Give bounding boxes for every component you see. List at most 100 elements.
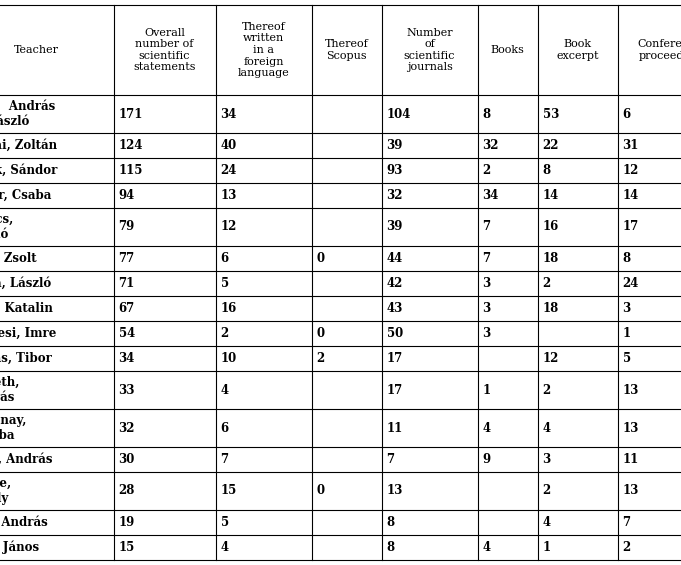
Text: 3: 3	[483, 327, 491, 340]
Text: 3: 3	[483, 277, 491, 290]
Text: 3: 3	[483, 302, 491, 315]
Text: Tóth, András: Tóth, András	[0, 516, 47, 529]
Text: 1: 1	[483, 384, 490, 397]
Text: 15: 15	[118, 541, 135, 554]
Text: 34: 34	[221, 107, 237, 120]
Text: 3: 3	[622, 302, 631, 315]
Text: 93: 93	[387, 164, 403, 177]
Text: 8: 8	[387, 516, 394, 529]
Text: 4: 4	[543, 421, 551, 434]
Text: Conference
proceeding: Conference proceeding	[637, 39, 681, 61]
Text: 9: 9	[483, 453, 490, 466]
Text: 6: 6	[622, 107, 631, 120]
Text: 7: 7	[387, 453, 394, 466]
Text: 3: 3	[543, 453, 551, 466]
Text: 54: 54	[118, 327, 135, 340]
Text: 22: 22	[543, 139, 559, 152]
Text: Munk, Sándor: Munk, Sándor	[0, 164, 57, 177]
Text: 39: 39	[387, 220, 403, 233]
Text: 12: 12	[221, 220, 237, 233]
Text: 13: 13	[221, 189, 237, 202]
Text: 17: 17	[387, 384, 402, 397]
Text: Krasznay,
Csaba: Krasznay, Csaba	[0, 414, 27, 442]
Text: 2: 2	[622, 541, 631, 554]
Text: 31: 31	[622, 139, 639, 152]
Text: 71: 71	[118, 277, 135, 290]
Text: 2: 2	[317, 352, 325, 365]
Text: 6: 6	[221, 252, 229, 265]
Text: Parti, Katalin: Parti, Katalin	[0, 302, 52, 315]
Text: 34: 34	[483, 189, 499, 202]
Text: Number
of
scientific
journals: Number of scientific journals	[404, 28, 456, 72]
Text: 67: 67	[118, 302, 135, 315]
Text: 77: 77	[118, 252, 135, 265]
Text: 1: 1	[543, 541, 551, 554]
Text: 5: 5	[622, 352, 631, 365]
Text: 8: 8	[483, 107, 490, 120]
Text: 11: 11	[622, 453, 639, 466]
Text: 8: 8	[622, 252, 631, 265]
Text: 32: 32	[387, 189, 403, 202]
Text: 7: 7	[622, 516, 631, 529]
Text: Kovács,
László: Kovács, László	[0, 213, 14, 241]
Text: 5: 5	[221, 516, 229, 529]
Text: Fekete,
Károly: Fekete, Károly	[0, 477, 12, 505]
Text: Book
excerpt: Book excerpt	[556, 39, 599, 61]
Text: Books: Books	[490, 45, 524, 55]
Text: 13: 13	[622, 421, 639, 434]
Text: 44: 44	[387, 252, 402, 265]
Text: 10: 10	[221, 352, 237, 365]
Text: 115: 115	[118, 164, 143, 177]
Text: 40: 40	[221, 139, 237, 152]
Text: 124: 124	[118, 139, 143, 152]
Text: 32: 32	[118, 421, 135, 434]
Text: 11: 11	[387, 421, 402, 434]
Text: 4: 4	[221, 384, 229, 397]
Text: 43: 43	[387, 302, 403, 315]
Text: Thereof
Scopus: Thereof Scopus	[325, 39, 368, 61]
Text: 14: 14	[543, 189, 558, 202]
Text: 13: 13	[622, 485, 639, 498]
Text: 32: 32	[483, 139, 499, 152]
Text: 2: 2	[543, 277, 551, 290]
Text: Pap,    András
László: Pap, András László	[0, 100, 54, 128]
Text: 16: 16	[543, 220, 558, 233]
Text: Ványa, László: Ványa, László	[0, 277, 52, 290]
Text: Kerti, András: Kerti, András	[0, 453, 52, 466]
Text: Kollár, Csaba: Kollár, Csaba	[0, 189, 51, 202]
Text: 12: 12	[622, 164, 639, 177]
Text: 17: 17	[622, 220, 639, 233]
Text: 18: 18	[543, 302, 558, 315]
Text: Thereof
written
in a
foreign
language: Thereof written in a foreign language	[238, 22, 289, 78]
Text: 7: 7	[483, 220, 490, 233]
Text: 4: 4	[543, 516, 551, 529]
Text: 18: 18	[543, 252, 558, 265]
Text: 24: 24	[221, 164, 237, 177]
Text: 50: 50	[387, 327, 402, 340]
Text: Overall
number of
scientific
statements: Overall number of scientific statements	[133, 28, 195, 72]
Text: 24: 24	[622, 277, 639, 290]
Text: 14: 14	[622, 189, 639, 202]
Text: 2: 2	[221, 327, 229, 340]
Text: 13: 13	[387, 485, 403, 498]
Text: 12: 12	[543, 352, 559, 365]
Text: Teacher: Teacher	[14, 45, 59, 55]
Text: 104: 104	[387, 107, 411, 120]
Text: 6: 6	[221, 421, 229, 434]
Text: 16: 16	[221, 302, 237, 315]
Text: 17: 17	[387, 352, 402, 365]
Text: 5: 5	[221, 277, 229, 290]
Text: 8: 8	[387, 541, 394, 554]
Text: 1: 1	[622, 327, 631, 340]
Text: 34: 34	[118, 352, 135, 365]
Text: 4: 4	[483, 421, 490, 434]
Text: 7: 7	[483, 252, 490, 265]
Text: 33: 33	[118, 384, 135, 397]
Text: 2: 2	[543, 384, 551, 397]
Text: 0: 0	[317, 252, 325, 265]
Text: 94: 94	[118, 189, 135, 202]
Text: 19: 19	[118, 516, 135, 529]
Text: 0: 0	[317, 327, 325, 340]
Text: 42: 42	[387, 277, 403, 290]
Text: 4: 4	[483, 541, 490, 554]
